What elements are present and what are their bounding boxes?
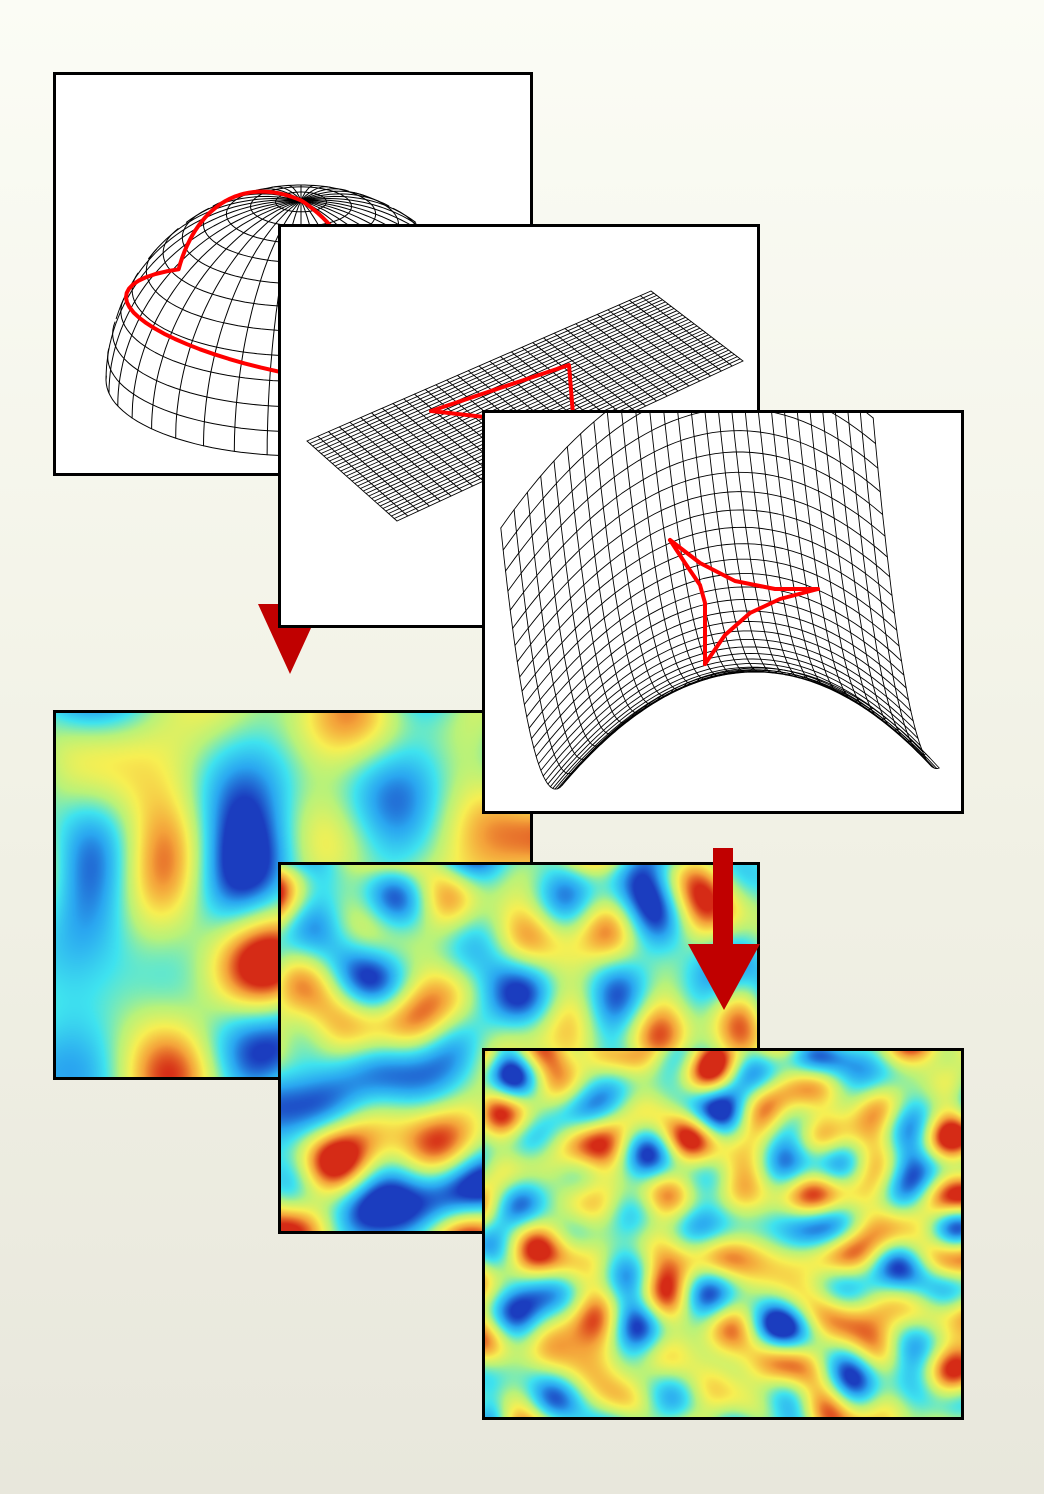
plane-grid-line <box>521 346 614 422</box>
plane-grid-line <box>596 313 690 387</box>
plane-grid-line <box>629 299 722 372</box>
saddle-grid-line <box>542 646 917 777</box>
saddle-red-triangle-edge <box>668 538 820 591</box>
saddle-grid-line <box>526 491 594 760</box>
sphere-longitude-line <box>185 195 302 223</box>
plane-grid-line <box>607 309 701 382</box>
saddle-grid-line <box>538 630 912 765</box>
saddle-grid-line <box>502 413 877 551</box>
saddle-grid-line <box>859 413 927 756</box>
saddle-grid-line <box>500 413 874 529</box>
plane-grid-line <box>639 295 733 367</box>
saddle-grid-line <box>561 671 935 786</box>
plane-grid-line <box>543 337 636 412</box>
saddle-grid-line <box>533 610 907 749</box>
saddle-grid-line <box>580 433 648 714</box>
sphere-longitude-line <box>300 190 367 201</box>
saddle-grid-line <box>872 417 940 770</box>
saddle-grid-line <box>545 652 919 781</box>
sphere-longitude-line <box>203 199 302 447</box>
sphere-longitude-line <box>270 186 302 201</box>
plane-grid-line <box>650 290 744 362</box>
sphere-longitude-line <box>105 199 302 381</box>
saddle-grid-line <box>771 413 834 688</box>
sphere-longitude-line <box>108 199 302 394</box>
sphere-longitude-line <box>131 199 302 419</box>
sphere-longitude-line <box>300 188 350 201</box>
sphere-longitude-line <box>151 199 302 430</box>
plane-grid-line <box>618 304 712 377</box>
saddle-grid-line <box>509 451 884 611</box>
map-small-spots-panel <box>482 1048 964 1420</box>
plane-grid-line <box>351 325 698 482</box>
saddle-grid-line <box>540 475 608 747</box>
sphere-longitude-line <box>300 195 417 223</box>
sphere-longitude-line <box>175 199 302 439</box>
arrow-head-right <box>688 944 760 1010</box>
cmb-map-small-spots <box>485 1051 961 1417</box>
plane-grid-line <box>575 323 668 397</box>
saddle-grid-line <box>547 658 921 785</box>
saddle-grid-line <box>663 413 727 677</box>
saddle-grid-line <box>563 669 938 783</box>
arrow-shaft-right <box>713 848 733 946</box>
plane-grid-line <box>354 327 701 484</box>
saddle-grid-line <box>549 663 924 788</box>
saddle-red-triangle-edge <box>703 587 820 666</box>
saddle-red-triangle-edge <box>668 538 707 666</box>
plane-grid-line <box>564 328 657 402</box>
saddle-surface <box>500 413 940 790</box>
saddle-grid-line <box>552 666 926 789</box>
plane-grid-line <box>586 318 679 392</box>
sphere-longitude-line <box>300 186 332 201</box>
sphere-longitude-line <box>286 184 302 201</box>
down-arrow-right <box>688 848 760 1010</box>
plane-grid-line <box>357 329 704 487</box>
saddle-panel <box>482 410 964 814</box>
sphere-longitude-line <box>300 193 390 207</box>
saddle-grid-line <box>540 638 914 771</box>
plane-grid-line <box>553 332 647 407</box>
saddle-grid-line <box>535 620 910 757</box>
plane-grid-line <box>532 342 625 417</box>
saddle-grid-line <box>744 413 807 679</box>
sphere-longitude-line <box>300 184 316 201</box>
saddle-grid-line <box>566 667 940 779</box>
